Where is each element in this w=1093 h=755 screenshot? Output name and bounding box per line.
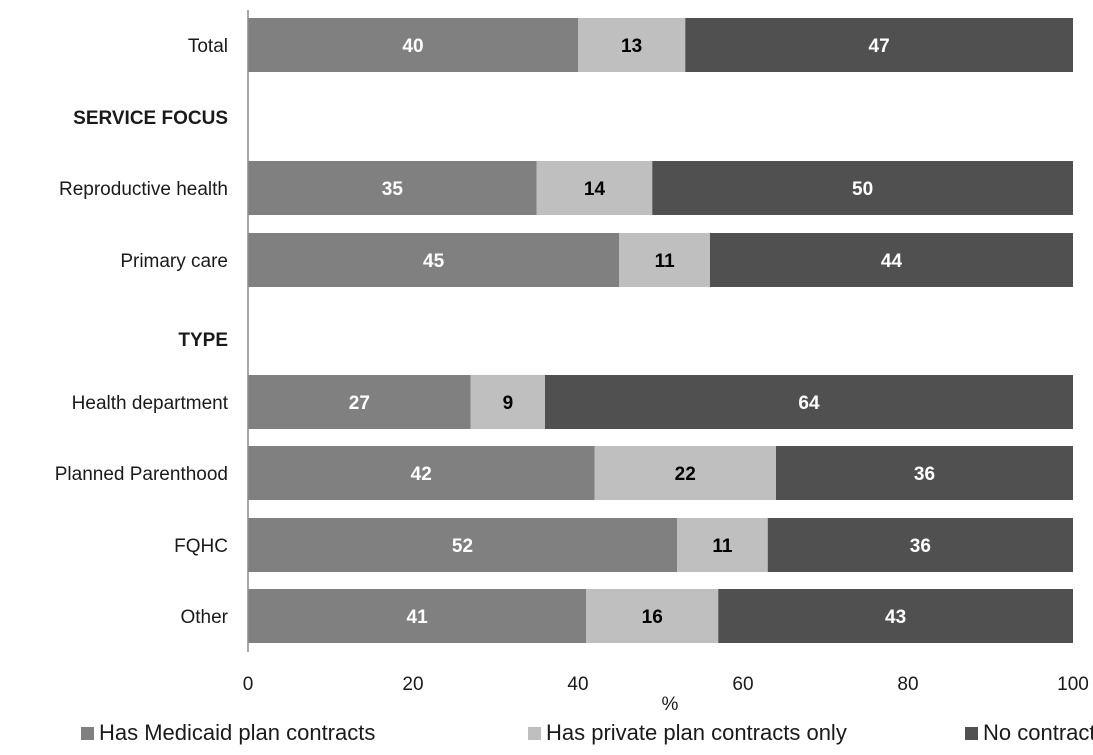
x-axis-ticks: 0 20 40 60 80 100 [243, 674, 1089, 695]
x-tick-label: 0 [243, 674, 254, 695]
x-tick-label: 100 [1057, 674, 1089, 695]
bar-segment [248, 375, 471, 429]
category-label: FQHC [174, 536, 228, 557]
bar-segment [718, 589, 1073, 643]
data-label: 13 [621, 36, 642, 57]
bar-segment [594, 446, 776, 500]
data-label: 11 [655, 251, 676, 272]
data-label: 9 [503, 393, 514, 414]
data-label: 11 [712, 536, 733, 557]
data-label: 64 [798, 393, 820, 414]
bar-segment [248, 446, 595, 500]
data-label: 50 [852, 179, 873, 200]
legend-label: No contracts [983, 720, 1093, 745]
bar-segment [248, 518, 677, 572]
bar-segment [248, 161, 537, 215]
category-label: Reproductive health [59, 179, 228, 200]
data-label: 40 [402, 36, 423, 57]
bar-segment [248, 18, 578, 72]
category-label: Health department [72, 393, 229, 414]
group-header-label: TYPE [178, 330, 228, 351]
category-label: Planned Parenthood [55, 464, 228, 485]
category-label: Total [188, 36, 228, 57]
bar-segment [470, 375, 545, 429]
data-label: 16 [642, 607, 663, 628]
bar-segment [578, 18, 686, 72]
bar-segment [248, 233, 620, 287]
category-label: Other [180, 607, 228, 628]
bar-segment [248, 589, 587, 643]
data-label: 36 [914, 464, 935, 485]
category-labels: Total SERVICE FOCUS Reproductive health Pri… [55, 36, 229, 628]
data-label: 44 [881, 251, 903, 272]
bar-segment [776, 446, 1073, 500]
bars-group: 40 13 47 35 14 50 45 11 44 27 9 64 42 22 36 52 11 36 41 16 4… [248, 18, 1073, 643]
legend-label: Has private plan contracts only [546, 720, 847, 745]
bar-segment [685, 18, 1073, 72]
bar-segment [677, 518, 768, 572]
bar-segment [536, 161, 653, 215]
legend-swatch [528, 727, 541, 740]
legend-swatch [81, 727, 94, 740]
bar-segment [545, 375, 1073, 429]
data-label: 41 [407, 607, 429, 628]
x-tick-label: 60 [732, 674, 753, 695]
legend-label: Has Medicaid plan contracts [99, 720, 375, 745]
bar-segment [652, 161, 1073, 215]
data-label: 47 [869, 36, 890, 57]
bar-segment [710, 233, 1073, 287]
bar-segment [767, 518, 1073, 572]
category-label: Primary care [120, 251, 228, 272]
x-tick-label: 20 [402, 674, 423, 695]
bar-segment [619, 233, 710, 287]
x-tick-label: 80 [897, 674, 918, 695]
data-label: 43 [885, 607, 906, 628]
data-label: 27 [349, 393, 370, 414]
x-tick-label: 40 [567, 674, 588, 695]
data-label: 52 [452, 536, 473, 557]
data-label: 22 [675, 464, 696, 485]
data-label: 45 [423, 251, 445, 272]
bar-segment [586, 589, 719, 643]
x-axis-label: % [662, 694, 679, 715]
data-label: 35 [382, 179, 404, 200]
data-label: 42 [411, 464, 432, 485]
data-label: 14 [584, 179, 606, 200]
data-label: 36 [910, 536, 931, 557]
legend: Has Medicaid plan contracts Has private p… [81, 720, 1093, 745]
group-header-label: SERVICE FOCUS [73, 108, 228, 129]
legend-swatch [965, 727, 978, 740]
